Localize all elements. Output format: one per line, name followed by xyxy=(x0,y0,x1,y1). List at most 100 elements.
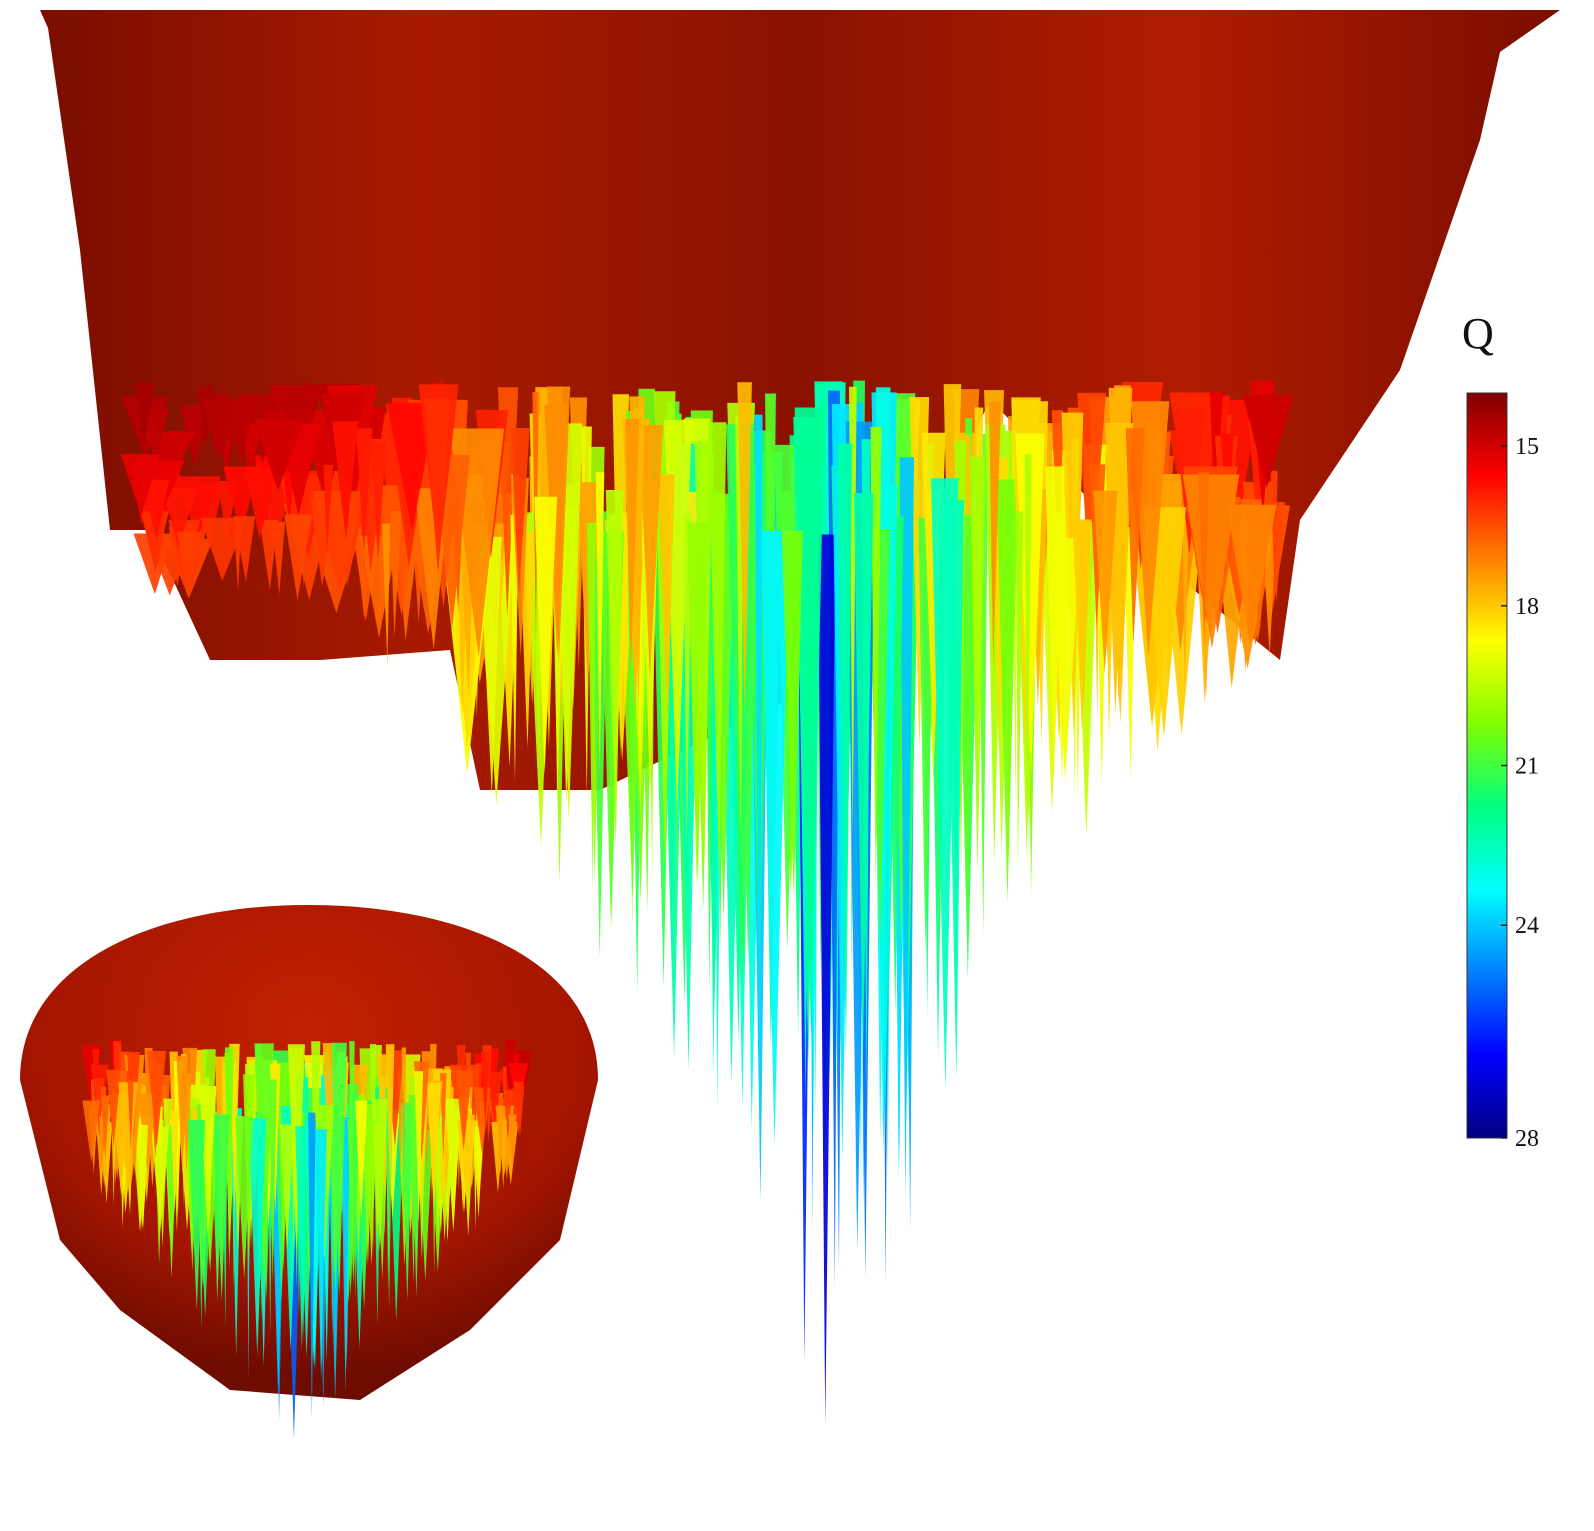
inset-spike xyxy=(170,1110,179,1212)
inset-spike xyxy=(127,1079,134,1151)
inset-spike xyxy=(279,1124,295,1250)
inset-spike xyxy=(385,1044,395,1200)
inset-spike xyxy=(445,1098,462,1233)
colorbar: Q 15 18 21 24 28 xyxy=(1462,309,1539,1152)
surface-spike xyxy=(781,530,803,901)
surface-spike xyxy=(657,474,675,725)
surface-spike xyxy=(1051,537,1081,781)
inset-spike xyxy=(268,1079,277,1283)
colorbar-tick-label: 24 xyxy=(1515,913,1539,939)
surface-spike xyxy=(1016,511,1024,870)
surface-spike xyxy=(707,422,727,877)
surface-spike xyxy=(332,421,359,541)
surface-spike xyxy=(242,424,261,496)
inset-spike xyxy=(101,1095,110,1160)
surface-spike xyxy=(134,382,156,445)
surface-spike xyxy=(1270,470,1278,596)
surface-spike xyxy=(534,496,558,775)
main-spikes xyxy=(120,380,1294,1425)
surface-spike xyxy=(142,479,170,542)
inset-spike xyxy=(473,1121,478,1232)
surface-spike xyxy=(1198,472,1210,644)
inset-spike xyxy=(248,1118,267,1356)
surface-spike xyxy=(761,530,790,1145)
inset-spike xyxy=(508,1114,517,1170)
inset-spike xyxy=(408,1094,418,1283)
main-surface-view xyxy=(40,10,1560,1425)
surface-spike xyxy=(687,522,709,887)
colorbar-title: Q xyxy=(1462,309,1494,358)
inset-spike xyxy=(340,1117,351,1394)
inset-spike xyxy=(224,1047,234,1271)
inset-spike xyxy=(481,1051,490,1126)
surface-spike xyxy=(120,454,160,517)
surface-spike xyxy=(944,499,964,1080)
surface-spike xyxy=(355,428,373,552)
surface-spike xyxy=(595,472,605,773)
surface-spike xyxy=(1182,508,1189,697)
inset-spike xyxy=(118,1082,138,1194)
surface-spike xyxy=(176,531,202,592)
surface-spike xyxy=(1242,394,1294,489)
inset-spike xyxy=(111,1124,116,1206)
surface-spike xyxy=(370,441,387,561)
inset-spike xyxy=(373,1123,382,1252)
surface-spike xyxy=(817,534,836,1425)
inset-spike xyxy=(315,1129,327,1381)
surface-spike xyxy=(479,536,502,796)
inset-spike xyxy=(308,1112,316,1421)
surface-spike xyxy=(1093,490,1118,673)
inset-spike xyxy=(207,1122,213,1232)
surface-spike xyxy=(1072,519,1092,732)
surface-spike xyxy=(253,419,306,491)
inset-spike xyxy=(414,1071,424,1223)
colorbar-tick-label: 28 xyxy=(1515,1126,1539,1152)
inset-spike xyxy=(427,1082,441,1209)
surface-spike xyxy=(853,493,874,1060)
inset-spike xyxy=(513,1081,524,1137)
inset-spike xyxy=(213,1114,230,1301)
inset-spike xyxy=(486,1072,503,1128)
inset-spike xyxy=(401,1047,407,1179)
surface-spike xyxy=(423,398,451,575)
surface-spike xyxy=(1024,454,1032,864)
surface-spike xyxy=(1125,428,1145,645)
surface-spike xyxy=(639,424,664,680)
surface-spike xyxy=(625,418,640,672)
surface-spike xyxy=(386,402,437,531)
surface-spike xyxy=(996,479,1019,903)
surface-spike xyxy=(794,407,825,1038)
inset-spike xyxy=(440,1073,447,1161)
surface-spike xyxy=(162,488,198,549)
inset-spikes xyxy=(81,1040,533,1439)
surface-spike xyxy=(312,490,365,595)
inset-spike xyxy=(106,1069,121,1148)
inset-spike xyxy=(331,1042,347,1297)
surface-spike xyxy=(382,523,391,666)
inset-spike xyxy=(98,1116,105,1171)
inset-spike xyxy=(455,1070,472,1151)
surface-spike xyxy=(259,519,279,590)
inset-spike xyxy=(457,1120,477,1202)
colorbar-tick-label: 15 xyxy=(1515,434,1539,460)
surface-spike xyxy=(899,457,915,1200)
inset-spike xyxy=(468,1064,480,1145)
surface-spike xyxy=(587,522,597,891)
surface-spike xyxy=(870,426,882,886)
surface-spike xyxy=(225,398,255,466)
inset-spike xyxy=(503,1089,513,1141)
inset-spike xyxy=(82,1100,101,1162)
surface-spike xyxy=(284,514,312,601)
colorbar-tick-label: 21 xyxy=(1515,754,1539,780)
inset-spike xyxy=(235,1116,254,1279)
surface-spike xyxy=(140,511,169,573)
surface-spike xyxy=(969,456,986,874)
inset-spike xyxy=(355,1100,368,1220)
colorbar-tick-label: 18 xyxy=(1515,594,1539,620)
colorbar-ticks: 15 18 21 24 28 xyxy=(1501,434,1539,1152)
inset-spike xyxy=(147,1050,167,1148)
inset-spike xyxy=(176,1055,189,1172)
inset-spike xyxy=(366,1129,377,1267)
inset-spike xyxy=(295,1126,309,1350)
